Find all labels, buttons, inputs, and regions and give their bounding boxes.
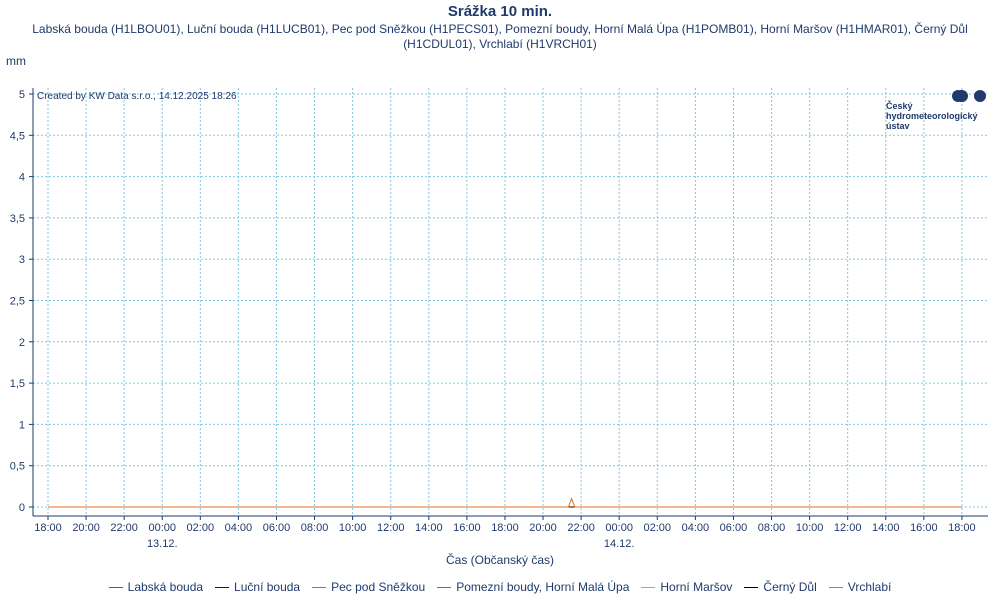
x-tick-label: 22:00 xyxy=(110,522,138,534)
legend-item[interactable]: Černý Důl xyxy=(744,580,817,594)
legend-item[interactable]: Horní Maršov xyxy=(641,580,732,594)
chart-legend: Labská bouda Luční bouda Pec pod Sněžkou Po… xyxy=(0,580,1000,594)
legend-swatch xyxy=(744,587,759,589)
legend-label: Labská bouda xyxy=(127,580,204,594)
x-tick-label: 20:00 xyxy=(529,522,557,534)
y-tick-label: 4,5 xyxy=(10,130,25,142)
series-line xyxy=(48,497,962,508)
x-tick-label: 08:00 xyxy=(758,522,786,534)
legend-label: Pomezní boudy, Horní Malá Úpa xyxy=(456,580,630,594)
y-tick-label: 1,5 xyxy=(10,378,25,390)
x-date-label: 13.12. xyxy=(147,538,178,550)
x-tick-label: 18:00 xyxy=(34,522,62,534)
axes xyxy=(32,88,988,517)
x-tick-label: 02:00 xyxy=(644,522,672,534)
x-tick-label: 12:00 xyxy=(834,522,862,534)
x-tick-label: 22:00 xyxy=(567,522,595,534)
y-tick-label: 3,5 xyxy=(10,213,25,225)
logo-line: Český xyxy=(886,101,913,111)
legend-label: Horní Maršov xyxy=(660,580,733,594)
logo-line: hydrometeorologický xyxy=(886,111,978,121)
legend-item[interactable]: Labská bouda xyxy=(108,580,204,594)
chart-title: Srážka 10 min. xyxy=(447,3,553,20)
x-tick-label: 10:00 xyxy=(796,522,824,534)
legend-swatch xyxy=(828,587,843,589)
series-lines xyxy=(48,497,962,508)
legend-item[interactable]: Vrchlabí xyxy=(828,580,892,594)
y-tick-label: 0 xyxy=(19,502,25,514)
legend-swatch xyxy=(215,587,230,589)
x-tick-label: 04:00 xyxy=(682,522,710,534)
x-tick-label: 12:00 xyxy=(377,522,405,534)
grid-lines xyxy=(33,88,988,516)
y-tick-label: 0,5 xyxy=(10,461,25,473)
x-tick-label: 02:00 xyxy=(187,522,215,534)
y-tick-label: 3 xyxy=(19,254,25,266)
y-tick-label: 4 xyxy=(19,172,25,184)
x-tick-label: 10:00 xyxy=(339,522,367,534)
y-tick-label: 5 xyxy=(19,89,25,101)
legend-item[interactable]: Pomezní boudy, Horní Malá Úpa xyxy=(437,580,629,594)
legend-label: Černý Důl xyxy=(763,580,817,594)
legend-label: Vrchlabí xyxy=(847,580,892,594)
x-date-label: 14.12. xyxy=(604,538,635,550)
x-tick-label: 06:00 xyxy=(263,522,291,534)
x-tick-label: 08:00 xyxy=(301,522,329,534)
x-tick-label: 16:00 xyxy=(453,522,481,534)
legend-swatch xyxy=(437,587,452,589)
x-axis-ticks: 18:00 20:00 22:00 00:00 02:00 04:00 06:00 08:00… xyxy=(34,516,976,550)
legend-item[interactable]: Luční bouda xyxy=(215,580,300,594)
x-tick-label: 14:00 xyxy=(415,522,443,534)
y-tick-label: 1 xyxy=(19,419,25,431)
x-tick-label: 14:00 xyxy=(872,522,900,534)
legend-label: Pec pod Sněžkou xyxy=(331,580,426,594)
x-tick-label: 06:00 xyxy=(720,522,748,534)
x-tick-label: 20:00 xyxy=(72,522,100,534)
legend-swatch xyxy=(641,587,656,589)
x-tick-label: 18:00 xyxy=(491,522,519,534)
chart-subtitle: Labská bouda (H1LBOU01), Luční bouda (H1… xyxy=(32,22,968,51)
x-tick-label: 00:00 xyxy=(148,522,176,534)
legend-swatch xyxy=(312,587,327,589)
legend-swatch xyxy=(108,587,123,589)
y-tick-label: 2,5 xyxy=(10,296,25,308)
logo-line: ústav xyxy=(886,121,910,131)
x-tick-label: 04:00 xyxy=(225,522,253,534)
y-tick-label: 2 xyxy=(19,337,25,349)
legend-item[interactable]: Pec pod Sněžkou xyxy=(312,580,425,594)
logo-mark-icon xyxy=(886,90,996,104)
credit-text: Created by KW Data s.r.o., 14.12.2025 18… xyxy=(37,91,237,102)
x-tick-label: 18:00 xyxy=(948,522,976,534)
x-tick-label: 00:00 xyxy=(605,522,633,534)
x-tick-label: 16:00 xyxy=(910,522,938,534)
logo-text: Český hydrometeorologický ústav xyxy=(886,101,996,131)
chmi-logo: Český hydrometeorologický ústav xyxy=(886,90,996,131)
y-axis-unit-label: mm xyxy=(6,54,26,68)
x-axis-title: Čas (Občanský čas) xyxy=(445,553,555,567)
legend-label: Luční bouda xyxy=(234,580,301,594)
y-axis-ticks: 0 0,5 1 1,5 2 2,5 3 3,5 4 4,5 5 xyxy=(10,89,33,514)
